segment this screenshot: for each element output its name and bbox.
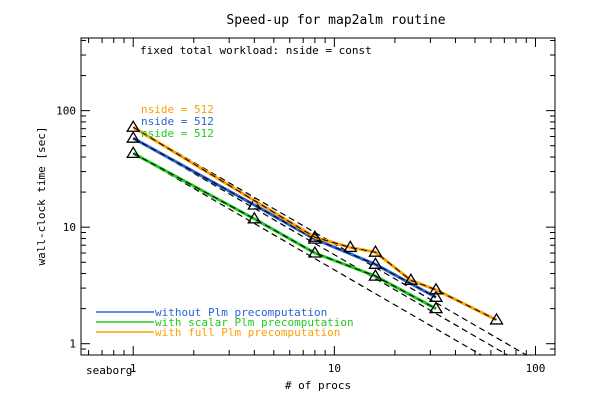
series-line-2 xyxy=(132,125,498,322)
data-point-marker xyxy=(489,312,504,325)
axes: 1 10 100 1 10 100 xyxy=(56,38,555,375)
x-tick-label: 100 xyxy=(526,362,546,375)
machine-label: seaborg xyxy=(86,364,132,377)
data-point-marker xyxy=(428,282,444,295)
nside-label-2: nside = 512 xyxy=(141,103,214,116)
legend-label-1: with scalar Plm precomputation xyxy=(155,316,354,329)
series-dash-2 xyxy=(132,126,497,321)
legend-label-0: without Plm precomputation xyxy=(155,306,327,319)
data-point-marker xyxy=(428,290,444,302)
series-group xyxy=(126,119,504,325)
ideal-scaling-line xyxy=(132,126,528,355)
plot-frame xyxy=(80,37,556,356)
legend-label-2: with full Plm precomputation xyxy=(155,326,340,339)
series-dash-1 xyxy=(132,152,437,310)
y-tick-label: 100 xyxy=(56,105,76,118)
data-point-marker xyxy=(343,240,358,253)
series-dash-0 xyxy=(132,137,437,298)
chart-subtitle: fixed total workload: nside = const xyxy=(140,44,372,57)
data-point-marker xyxy=(403,273,418,285)
ideal-scaling-lines xyxy=(132,126,528,355)
nside-label-1: nside = 512 xyxy=(141,127,214,140)
nside-label-0: nside = 512 xyxy=(141,115,214,128)
data-point-marker xyxy=(368,268,383,281)
data-point-marker xyxy=(428,301,444,314)
data-point-marker xyxy=(368,244,383,257)
y-axis-label: wall-clock time [sec] xyxy=(35,126,48,265)
data-point-marker xyxy=(126,119,141,132)
y-tick-label: 1 xyxy=(69,338,76,351)
ideal-scaling-line xyxy=(132,137,509,355)
data-point-marker xyxy=(307,229,323,242)
x-tick-label: 1 xyxy=(130,362,137,375)
series-line-1 xyxy=(132,152,437,310)
data-point-marker xyxy=(126,146,141,158)
chart-title: Speed-up for map2alm routine xyxy=(226,13,445,28)
y-tick-label: 10 xyxy=(63,221,76,234)
x-tick-label: 10 xyxy=(328,362,341,375)
data-point-marker xyxy=(247,211,262,224)
ideal-scaling-line xyxy=(132,152,483,355)
data-point-marker xyxy=(126,130,141,143)
data-point-marker xyxy=(307,245,323,258)
data-point-marker xyxy=(368,257,383,269)
x-axis-label: # of procs xyxy=(285,379,351,392)
